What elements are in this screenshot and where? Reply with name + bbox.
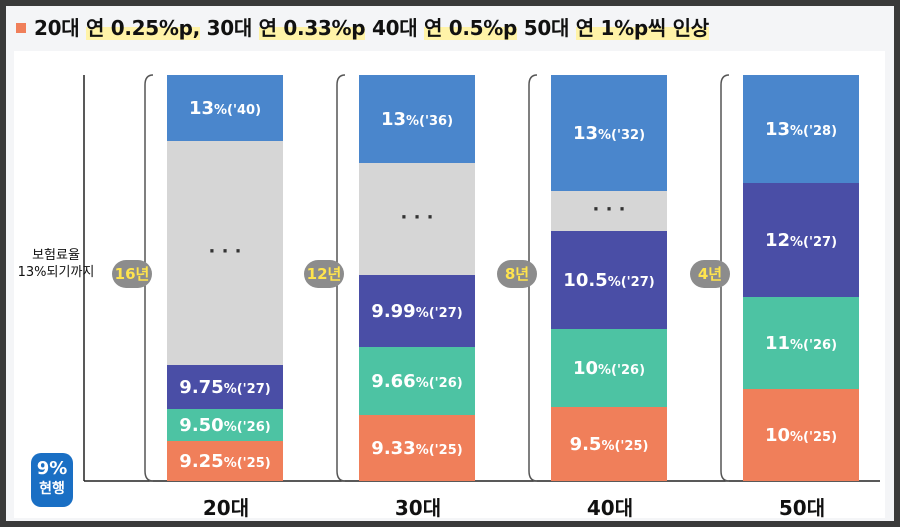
segment-label: 9.50%('26) [179, 415, 270, 436]
gap-ellipsis: · · · [400, 207, 433, 228]
duration-pill-20s: 16년 [112, 260, 152, 288]
current-rate-badge: 9% 현행 [31, 453, 73, 507]
segment-value: 9.75 [179, 377, 223, 398]
duration-pill-40s: 8년 [497, 260, 537, 288]
bar-segment-2026 [359, 347, 475, 415]
current-rate-label: 현행 [39, 481, 65, 497]
segment-label: 9.5%('25) [570, 434, 649, 455]
y-axis-label-line2: 13%되기까지 [17, 265, 95, 280]
duration-pill-50s: 4년 [690, 260, 730, 288]
category-label-50s: 50대 [778, 496, 826, 520]
bar-segment-2026 [551, 329, 667, 407]
category-label-30s: 30대 [394, 496, 442, 520]
segment-value: 10 [573, 358, 598, 379]
segment-label: 10.5%('27) [563, 270, 654, 291]
segment-label: 13%('36) [381, 109, 453, 130]
bar-segment-2026 [167, 409, 283, 441]
segment-label: 9.66%('26) [371, 371, 462, 392]
segment-year: %('26) [224, 420, 271, 435]
segment-label: 9.25%('25) [179, 451, 270, 472]
segment-label: 13%('40) [189, 98, 261, 119]
bar-segment-2025 [551, 407, 667, 481]
segment-year: %('26) [790, 338, 837, 353]
segment-year: %('32) [598, 128, 645, 143]
bar-segment-gap [551, 191, 667, 231]
segment-label: 13%('28) [765, 119, 837, 140]
gap-ellipsis: · · · [592, 199, 625, 220]
bar-segment-2025 [167, 441, 283, 481]
segment-year: %('27) [416, 306, 463, 321]
segment-value: 13 [189, 98, 214, 119]
bar-segment-2027 [743, 183, 859, 297]
segment-label: 12%('27) [765, 230, 837, 251]
segment-value: 9.99 [371, 301, 415, 322]
segment-year: %('40) [214, 103, 261, 118]
segment-year: %('36) [406, 114, 453, 129]
y-axis-label-line1: 보험료율 [32, 248, 80, 263]
segment-year: %('25) [601, 439, 648, 454]
chart-panel: 9.25%('25) 9.50%('26) 9.75%('27) · · · 13%('… [14, 51, 885, 520]
segment-label: 11%('26) [765, 333, 837, 354]
bar-segment-2025 [359, 415, 475, 481]
segment-value: 11 [765, 333, 790, 354]
segment-value: 13 [381, 109, 406, 130]
segment-value: 9.66 [371, 371, 415, 392]
segment-year: %('27) [790, 235, 837, 250]
headline-highlight: 연 0.25%p, [86, 16, 200, 40]
category-label-20s: 20대 [202, 496, 250, 520]
segment-year: %('25) [790, 430, 837, 445]
y-axis-label: 보험료율 13%되기까지 [14, 247, 98, 281]
bar-segment-gap [167, 141, 283, 365]
segment-value: 13 [765, 119, 790, 140]
segment-year: %('26) [416, 376, 463, 391]
bar-segment-2027 [167, 365, 283, 409]
headline-bullet-icon [16, 23, 26, 33]
duration-pill-30s: 12년 [304, 260, 344, 288]
segment-year: %('25) [224, 456, 271, 471]
segment-value: 9.50 [179, 415, 223, 436]
chart-frame: 20대 연 0.25%p, 30대 연 0.33%p 40대 연 0.5%p 5… [6, 6, 894, 521]
bar-segment-2027 [551, 231, 667, 329]
segment-value: 12 [765, 230, 790, 251]
segment-label: 9.99%('27) [371, 301, 462, 322]
headline-text: 20대 연 0.25%p, 30대 연 0.33%p 40대 연 0.5%p 5… [34, 16, 709, 40]
bar-segment-2027 [359, 275, 475, 347]
segment-label: 10%('25) [765, 425, 837, 446]
headline-highlight: 연 0.33%p [258, 16, 366, 40]
segment-value: 10 [765, 425, 790, 446]
bar-segment-target [167, 75, 283, 141]
headline-highlight: 연 0.5%p [423, 16, 518, 40]
bar-segment-2026 [743, 297, 859, 389]
segment-value: 13 [573, 123, 598, 144]
headline: 20대 연 0.25%p, 30대 연 0.33%p 40대 연 0.5%p 5… [6, 6, 894, 48]
segment-label: 13%('32) [573, 123, 645, 144]
bar-segment-target [551, 75, 667, 191]
current-rate-value: 9% [36, 458, 68, 479]
category-label-40s: 40대 [586, 496, 634, 520]
segment-value: 10.5 [563, 270, 607, 291]
segment-label: 9.75%('27) [179, 377, 270, 398]
bar-segment-target [359, 75, 475, 163]
segment-year: %('27) [224, 382, 271, 397]
segment-year: %('27) [608, 275, 655, 290]
segment-year: %('26) [598, 363, 645, 378]
segment-label: 9.33%('25) [371, 438, 462, 459]
segment-value: 9.25 [179, 451, 223, 472]
gap-ellipsis: · · · [208, 241, 241, 262]
segment-value: 9.33 [371, 438, 415, 459]
segment-year: %('25) [416, 443, 463, 458]
segment-label: 10%('26) [573, 358, 645, 379]
headline-highlight: 연 1%p씩 인상 [575, 16, 709, 40]
stacked-bar-chart: 9.25%('25)9.50%('26)9.75%('27)· · ·13%('… [83, 74, 880, 482]
segment-value: 9.5 [570, 434, 602, 455]
bar-segment-gap [359, 163, 475, 275]
bar-segment-target [743, 75, 859, 183]
bar-segment-2025 [743, 389, 859, 481]
segment-year: %('28) [790, 124, 837, 139]
